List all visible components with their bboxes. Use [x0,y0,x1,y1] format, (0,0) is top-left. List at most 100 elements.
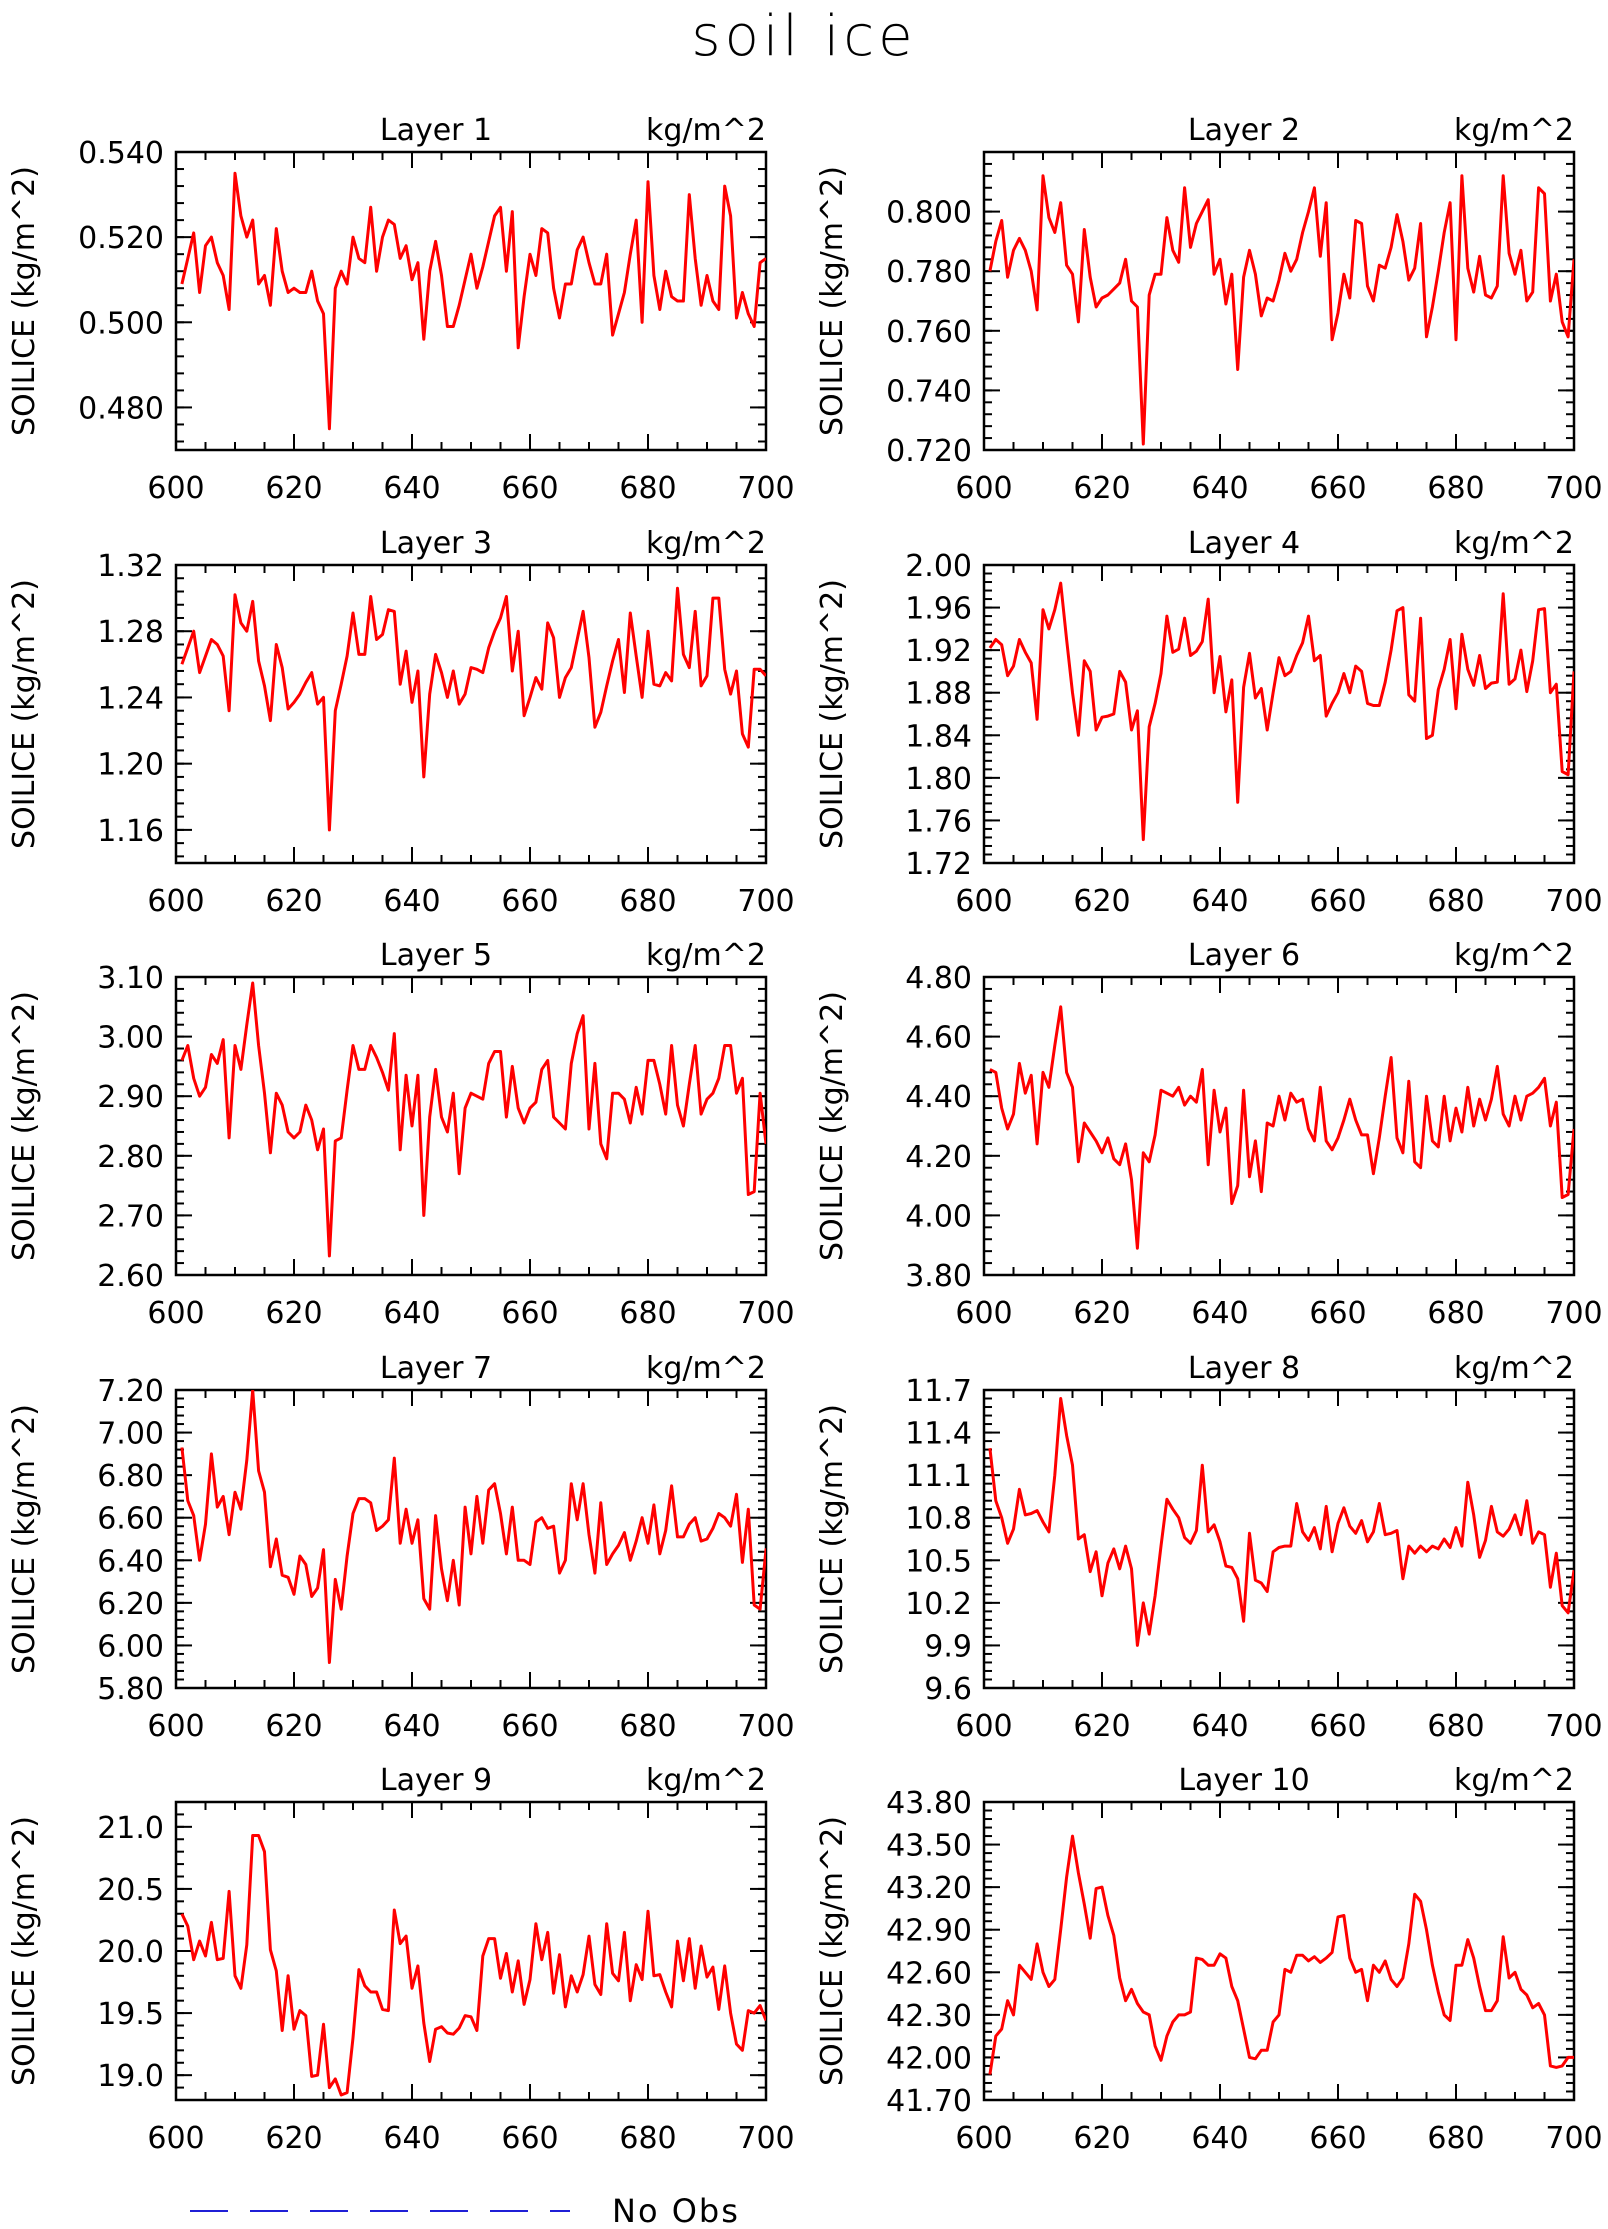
x-tick-label: 600 [147,884,204,919]
y-tick-label: 6.20 [97,1587,164,1622]
y-tick-label: 9.9 [924,1629,972,1664]
panel-unit: kg/m^2 [1454,938,1574,973]
x-tick-label: 600 [147,1709,204,1744]
x-tick-label: 620 [1073,1709,1130,1744]
x-tick-label: 680 [1427,2121,1484,2156]
y-tick-label: 4.00 [905,1199,972,1234]
panel-unit: kg/m^2 [646,1763,766,1798]
x-tick-label: 700 [737,1296,794,1331]
x-tick-label: 680 [619,471,676,506]
y-tick-label: 0.500 [78,306,164,341]
y-tick-label: 1.24 [97,681,164,716]
y-tick-label: 7.00 [97,1417,164,1452]
x-tick-label: 700 [737,2121,794,2156]
x-tick-label: 600 [955,471,1012,506]
y-tick-label: 2.00 [905,549,972,584]
x-tick-label: 700 [737,1709,794,1744]
y-axis-label: SOILICE (kg/m^2) [815,166,850,436]
panel-title: Layer 8 [1188,1351,1300,1386]
y-tick-label: 42.30 [886,1999,972,2034]
panel-unit: kg/m^2 [1454,526,1574,561]
y-tick-label: 11.4 [905,1417,972,1452]
y-tick-label: 0.740 [886,374,972,409]
y-tick-label: 0.780 [886,255,972,290]
x-tick-label: 660 [501,471,558,506]
panel-title: Layer 6 [1188,938,1300,973]
y-tick-label: 0.760 [886,315,972,350]
y-tick-label: 2.60 [97,1259,164,1294]
y-tick-label: 20.5 [97,1873,164,1908]
y-tick-label: 43.50 [886,1829,972,1864]
x-tick-label: 700 [1545,471,1602,506]
y-axis-label: SOILICE (kg/m^2) [7,166,42,436]
x-tick-label: 660 [501,884,558,919]
y-tick-label: 6.00 [97,1629,164,1664]
y-tick-label: 3.10 [97,961,164,996]
panel-title: Layer 1 [380,113,492,148]
x-tick-label: 660 [1309,2121,1366,2156]
y-tick-label: 1.20 [97,748,164,783]
y-tick-label: 3.80 [905,1259,972,1294]
plot-frame [982,1388,1576,1690]
y-tick-label: 11.7 [905,1374,972,1409]
y-tick-label: 1.32 [97,549,164,584]
y-tick-label: 41.70 [886,2084,972,2119]
chart-panel-8: 600 620 640 660 680 700 9.6 9.9 10.2 10.5 10.8 11.1… [815,1351,1603,1744]
x-tick-label: 700 [1545,2121,1602,2156]
chart-panel-4: 600 620 640 660 680 700 1.72 1.76 1.80 1.84 1.88 1.… [815,526,1603,919]
y-tick-label: 0.720 [886,434,972,469]
x-tick-label: 620 [265,2121,322,2156]
x-tick-label: 680 [1427,471,1484,506]
x-tick-label: 700 [1545,1709,1602,1744]
x-tick-label: 680 [619,1296,676,1331]
y-tick-label: 42.00 [886,2041,972,2076]
x-tick-label: 660 [1309,471,1366,506]
panel-unit: kg/m^2 [646,1351,766,1386]
x-tick-label: 660 [501,1709,558,1744]
x-tick-label: 680 [1427,884,1484,919]
chart-panel-9: 600 620 640 660 680 700 19.0 19.5 20.0 20.5 21.0 La… [7,1763,795,2156]
y-tick-label: 6.40 [97,1544,164,1579]
x-tick-label: 640 [383,1709,440,1744]
panel-title: Layer 9 [380,1763,492,1798]
x-tick-label: 700 [737,471,794,506]
series-line [180,1390,766,1664]
series-line [988,174,1574,446]
x-tick-label: 600 [147,1296,204,1331]
x-tick-label: 620 [265,884,322,919]
x-tick-label: 600 [147,2121,204,2156]
y-tick-label: 1.72 [905,847,972,882]
panel-unit: kg/m^2 [1454,1351,1574,1386]
y-tick-label: 2.80 [97,1140,164,1175]
y-tick-label: 5.80 [97,1672,164,1707]
panel-unit: kg/m^2 [646,938,766,973]
x-tick-label: 620 [1073,471,1130,506]
y-tick-label: 10.5 [905,1544,972,1579]
x-tick-label: 620 [1073,2121,1130,2156]
series-line [180,981,766,1258]
y-axis-label: SOILICE (kg/m^2) [815,1816,850,2086]
y-tick-label: 42.60 [886,1956,972,1991]
series-line [180,586,766,832]
series-line [988,1834,1574,2075]
panel-title: Layer 5 [380,938,492,973]
plot-frame [174,1800,768,2102]
x-tick-label: 620 [265,1709,322,1744]
x-tick-label: 680 [619,884,676,919]
y-tick-label: 43.80 [886,1786,972,1821]
y-tick-label: 20.0 [97,1935,164,1970]
y-tick-label: 1.88 [905,677,972,712]
panel-title: Layer 4 [1188,526,1300,561]
x-tick-label: 700 [1545,884,1602,919]
x-tick-label: 700 [737,884,794,919]
plot-frame [982,150,1576,452]
x-tick-label: 620 [1073,1296,1130,1331]
y-axis-label: SOILICE (kg/m^2) [7,1816,42,2086]
x-tick-label: 640 [383,471,440,506]
x-tick-label: 660 [1309,884,1366,919]
x-tick-label: 680 [1427,1709,1484,1744]
y-axis-label: SOILICE (kg/m^2) [7,1404,42,1674]
plot-frame [174,150,768,452]
x-tick-label: 640 [1191,1296,1248,1331]
x-tick-label: 600 [955,1709,1012,1744]
